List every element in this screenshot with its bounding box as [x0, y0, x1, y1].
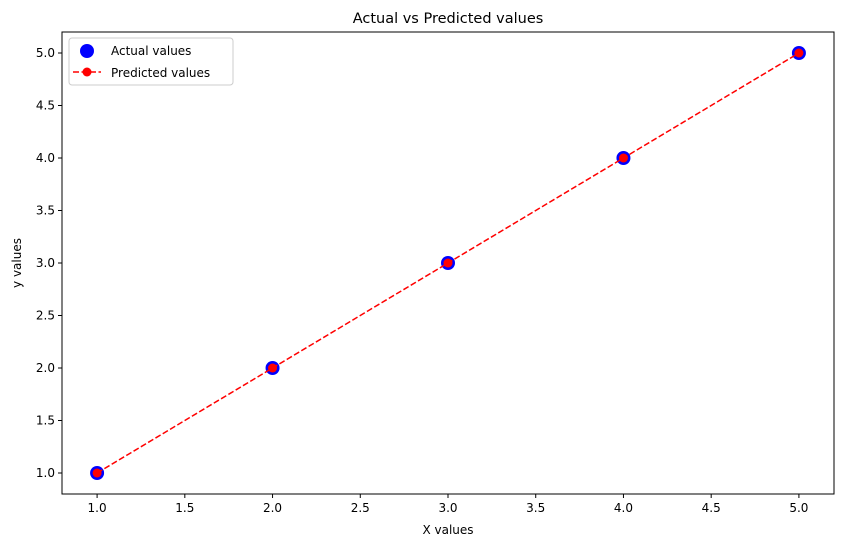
- predicted-point: [92, 468, 102, 478]
- y-tick-label: 4.5: [36, 99, 55, 113]
- chart-title: Actual vs Predicted values: [353, 11, 544, 27]
- y-tick-label: 3.5: [36, 204, 55, 218]
- y-tick-label: 3.0: [36, 256, 55, 270]
- x-tick-label: 3.0: [438, 501, 457, 515]
- x-tick-label: 3.5: [526, 501, 545, 515]
- x-tick-label: 1.0: [88, 501, 107, 515]
- x-tick-label: 4.0: [614, 501, 633, 515]
- y-tick-label: 2.5: [36, 309, 55, 323]
- series-layer: [90, 46, 806, 480]
- legend: Actual values Predicted values: [68, 37, 234, 86]
- y-axis-label: y values: [10, 238, 24, 288]
- x-tick-label: 2.0: [263, 501, 282, 515]
- legend-predicted-marker: [82, 67, 92, 77]
- predicted-point: [794, 48, 804, 58]
- y-tick-label: 2.0: [36, 361, 55, 375]
- y-tick-label: 1.0: [36, 466, 55, 480]
- predicted-point: [443, 258, 453, 268]
- x-tick-label: 1.5: [175, 501, 194, 515]
- y-axis: 1.0 1.5 2.0 2.5 3.0 3.5 4.0 4.5 5.0: [36, 46, 62, 480]
- legend-actual-marker: [80, 44, 94, 58]
- y-tick-label: 1.5: [36, 414, 55, 428]
- predicted-point: [268, 363, 278, 373]
- x-tick-label: 2.5: [351, 501, 370, 515]
- y-tick-label: 5.0: [36, 46, 55, 60]
- legend-actual-label: Actual values: [111, 44, 191, 58]
- legend-predicted-label: Predicted values: [111, 66, 210, 80]
- x-tick-label: 5.0: [789, 501, 808, 515]
- legend-frame: [68, 37, 234, 86]
- x-axis: 1.0 1.5 2.0 2.5 3.0 3.5 4.0 4.5 5.0: [88, 494, 808, 515]
- x-tick-label: 4.5: [702, 501, 721, 515]
- predicted-point: [618, 153, 628, 163]
- x-axis-label: X values: [422, 523, 473, 537]
- y-tick-label: 4.0: [36, 151, 55, 165]
